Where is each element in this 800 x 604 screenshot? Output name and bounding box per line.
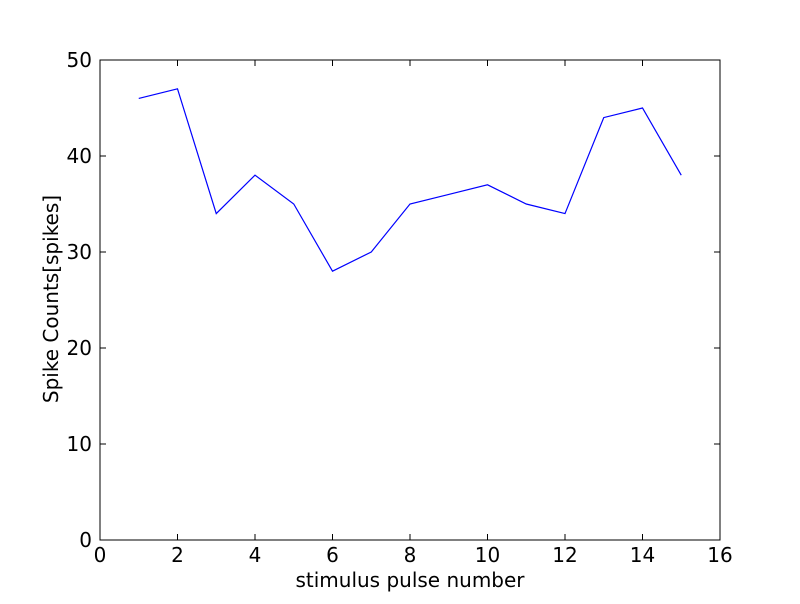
y-tick-label: 50 xyxy=(67,48,92,72)
x-tick-label: 0 xyxy=(94,543,107,567)
y-tick-label: 40 xyxy=(67,144,92,168)
x-tick-label: 6 xyxy=(326,543,339,567)
y-tick-label: 30 xyxy=(67,240,92,264)
y-tick-label: 10 xyxy=(67,432,92,456)
y-tick-label: 0 xyxy=(79,528,92,552)
x-axis-label: stimulus pulse number xyxy=(295,568,525,592)
x-tick-label: 12 xyxy=(552,543,577,567)
y-axis-label: Spike Counts[spikes] xyxy=(39,195,63,403)
x-tick-label: 16 xyxy=(707,543,732,567)
x-tick-label: 4 xyxy=(249,543,262,567)
x-tick-label: 14 xyxy=(630,543,655,567)
x-tick-label: 8 xyxy=(404,543,417,567)
x-tick-label: 2 xyxy=(171,543,184,567)
y-tick-label: 20 xyxy=(67,336,92,360)
x-tick-label: 10 xyxy=(475,543,500,567)
